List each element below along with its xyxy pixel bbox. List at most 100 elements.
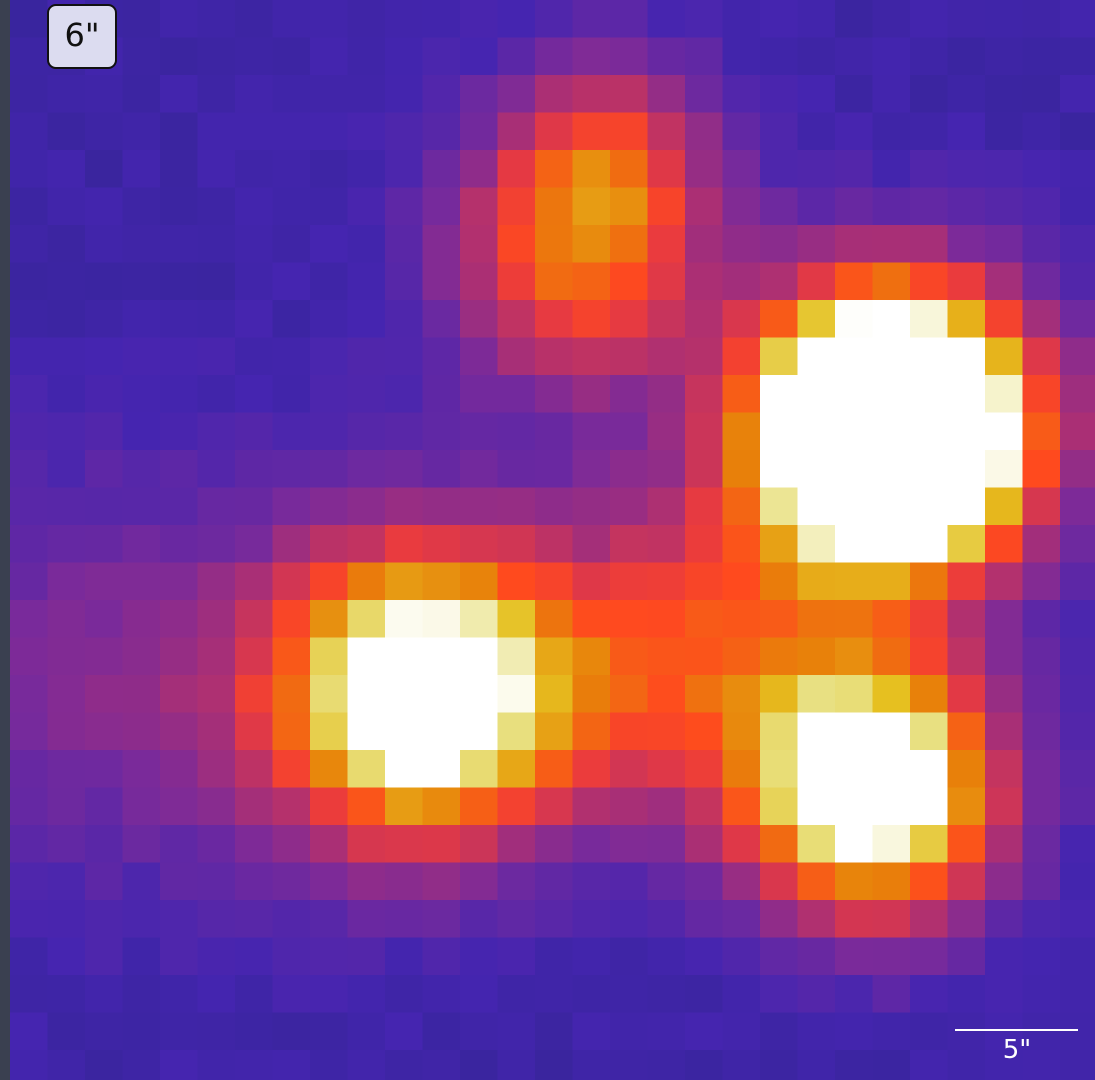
pixel [948,825,986,863]
pixel [123,488,161,526]
pixel [460,450,498,488]
pixel [723,38,761,76]
pixel [310,225,348,263]
pixel [85,563,123,601]
pixel [535,0,573,38]
pixel [385,938,423,976]
pixel [48,300,86,338]
pixel [310,263,348,301]
pixel [685,38,723,76]
pixel [1023,150,1061,188]
pixel [498,375,536,413]
pixel [1023,375,1061,413]
pixel [348,900,386,938]
pixel [198,300,236,338]
pixel [348,675,386,713]
pixel [85,900,123,938]
pixel [1023,38,1061,76]
pixel [273,188,311,226]
pixel [235,450,273,488]
pixel [835,450,873,488]
pixel [423,0,461,38]
pixel [648,713,686,751]
pixel [460,338,498,376]
pixel [723,113,761,151]
pixel [48,600,86,638]
pixel [685,338,723,376]
pixel [948,75,986,113]
pixel [198,1050,236,1080]
pixel [610,75,648,113]
pixel [573,938,611,976]
pixel [798,638,836,676]
pixel [573,375,611,413]
pixel [1060,225,1095,263]
pixel [648,338,686,376]
pixel [48,638,86,676]
pixel [123,675,161,713]
pixel [460,225,498,263]
pixel [873,150,911,188]
pixel [1060,563,1095,601]
pixel [873,1013,911,1051]
pixel [423,413,461,451]
pixel [460,413,498,451]
pixel [498,900,536,938]
pixel [1060,38,1095,76]
pixel [348,413,386,451]
pixel [985,750,1023,788]
pixel [835,788,873,826]
pixel [498,75,536,113]
pixel [498,38,536,76]
pixel [498,788,536,826]
pixel [573,300,611,338]
pixel [85,413,123,451]
pixel [423,225,461,263]
pixel [873,975,911,1013]
pixel [235,188,273,226]
pixel [910,863,948,901]
pixel [385,450,423,488]
pixel [873,525,911,563]
pixel [798,263,836,301]
pixel [610,825,648,863]
pixel [10,263,48,301]
pixel [10,788,48,826]
pixel [535,488,573,526]
pixel [198,638,236,676]
pixel [948,525,986,563]
pixel [573,750,611,788]
pixel [573,825,611,863]
pixel [760,750,798,788]
pixel [573,638,611,676]
pixel [498,0,536,38]
pixel [310,900,348,938]
pixel [985,75,1023,113]
pixel [535,638,573,676]
pixel [760,788,798,826]
pixel [273,750,311,788]
pixel [423,600,461,638]
pixel [573,900,611,938]
pixel [685,975,723,1013]
pixel [198,225,236,263]
pixel [123,413,161,451]
pixel [760,150,798,188]
pixel [910,450,948,488]
pixel [685,413,723,451]
pixel [460,563,498,601]
pixel [498,450,536,488]
pixel [948,338,986,376]
pixel [160,450,198,488]
pixel [910,150,948,188]
pixel [48,825,86,863]
pixel [385,375,423,413]
pixel [760,525,798,563]
pixel [123,75,161,113]
pixel [985,525,1023,563]
pixel [535,900,573,938]
pixel [498,863,536,901]
pixel [1023,0,1061,38]
pixel [985,300,1023,338]
pixel [85,488,123,526]
